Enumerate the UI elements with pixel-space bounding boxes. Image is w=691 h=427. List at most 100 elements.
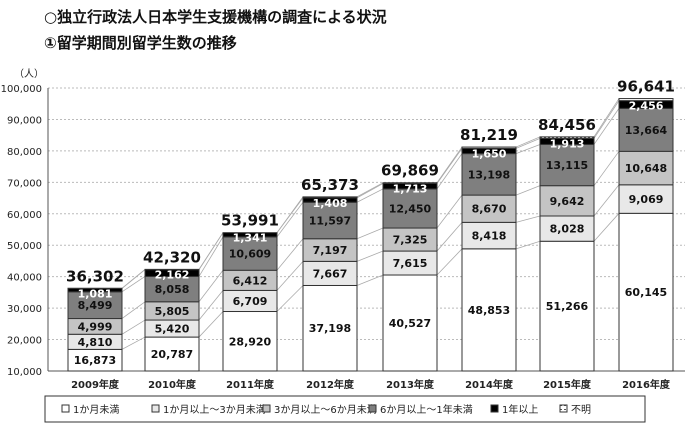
data-label: 2,456 <box>629 100 664 113</box>
connector-line <box>436 148 463 184</box>
x-tick-label: 2012年度 <box>306 378 355 391</box>
legend-swatch <box>559 404 568 413</box>
connector-line <box>356 227 384 240</box>
legend-label: 6か月以上～1年未満 <box>380 403 473 416</box>
data-label: 8,670 <box>472 203 507 216</box>
connector-line <box>276 202 304 238</box>
connector-line <box>198 290 224 321</box>
data-label: 10,609 <box>229 248 271 261</box>
bar-segment <box>302 196 358 199</box>
data-label: 60,145 <box>625 286 667 299</box>
legend-label: 3か月以上～6か月未満 <box>274 404 377 416</box>
x-tick-label: 2009年度 <box>71 378 120 391</box>
connector-line <box>356 250 384 262</box>
total-label: 53,991 <box>221 212 279 230</box>
bar-segment <box>618 98 674 102</box>
bar-2016年度: 60,145 9,069 10,648 13,664 2,456 96,641 2016年度 <box>617 78 675 391</box>
total-label: 65,373 <box>301 176 359 194</box>
bar-segment <box>222 311 278 372</box>
total-label: 84,456 <box>538 116 596 134</box>
bar-2011年度: 28,920 6,709 6,412 10,609 1,341 53,991 2011年度 <box>221 212 279 391</box>
connector-line <box>436 153 463 190</box>
data-label: 13,664 <box>625 124 668 137</box>
connector-line <box>276 261 304 291</box>
legend-label: 1か月未満 <box>73 404 119 416</box>
data-label: 5,420 <box>155 323 190 336</box>
data-label: 2,162 <box>155 269 190 282</box>
bar-segment <box>382 182 438 184</box>
legend-label: 1か月以上～3か月未満 <box>163 404 266 416</box>
bar-segment <box>618 184 674 214</box>
data-label: 7,667 <box>313 267 348 280</box>
data-label: 1,650 <box>472 147 507 160</box>
data-label: 1,341 <box>233 232 268 245</box>
connector-line <box>198 232 224 270</box>
connector-line <box>515 185 541 196</box>
data-label: 1,408 <box>313 197 348 210</box>
bar-segment <box>222 232 278 238</box>
data-label: 6,709 <box>233 295 268 308</box>
data-label: 13,115 <box>546 159 588 172</box>
bar-2015年度: 51,266 8,028 9,642 13,115 1,913 84,456 2015年度 <box>538 116 596 391</box>
y-tick-label: 60,000 <box>7 210 42 221</box>
legend-swatch <box>368 404 377 413</box>
bar-segment <box>222 236 278 271</box>
bar-segment <box>539 143 595 187</box>
data-label: 7,197 <box>313 244 348 257</box>
data-label: 48,853 <box>468 304 510 317</box>
data-label: 51,266 <box>546 300 589 313</box>
legend-swatch <box>151 404 160 413</box>
data-label: 9,069 <box>629 193 664 206</box>
total-label: 81,219 <box>460 126 518 144</box>
connector-line <box>356 274 384 286</box>
y-tick-label: 50,000 <box>7 241 42 252</box>
bar-2012年度: 37,198 7,667 7,197 11,597 1,408 65,373 2012年度 <box>301 176 359 391</box>
data-label: 11,597 <box>309 215 351 228</box>
data-label: 5,805 <box>155 305 190 318</box>
total-label: 69,869 <box>381 162 439 180</box>
connector-line <box>515 240 541 250</box>
connector-line <box>276 238 304 271</box>
bar-2013年度: 40,527 7,615 7,325 12,450 1,713 69,869 2013年度 <box>381 162 439 391</box>
data-label: 4,810 <box>78 336 113 349</box>
legend-swatch <box>490 404 499 413</box>
chart-title: ○独立行政法人日本学生支援機構の調査による状況 <box>44 8 387 26</box>
data-label: 8,058 <box>155 283 190 296</box>
connector-line <box>436 248 463 276</box>
chart-subtitle: ①留学期間別留学生数の推移 <box>44 34 237 52</box>
x-tick-label: 2010年度 <box>148 378 197 391</box>
data-label: 7,615 <box>393 257 428 270</box>
legend-label: 1年以上 <box>502 403 538 416</box>
data-label: 8,418 <box>472 230 507 243</box>
bar-segment <box>302 284 358 372</box>
bar-segment <box>382 188 438 229</box>
y-axis-label: （人） <box>14 68 44 80</box>
connector-line <box>198 236 224 277</box>
x-tick-label: 2015年度 <box>543 378 592 391</box>
bar-segment <box>382 274 438 372</box>
bar-2014年度: 48,853 8,418 8,670 13,198 1,650 81,219 2014年度 <box>460 126 518 391</box>
data-label: 16,873 <box>74 354 116 367</box>
connector-line <box>515 215 541 223</box>
bar-segment <box>618 150 674 186</box>
data-label: 8,028 <box>550 223 585 236</box>
connector-line <box>515 144 541 154</box>
legend-label: 不明 <box>571 404 591 416</box>
bar-segment <box>67 291 123 320</box>
data-label: 6,412 <box>233 274 268 287</box>
connector-line <box>593 213 620 242</box>
x-tick-label: 2014年度 <box>465 378 514 391</box>
connector-line <box>593 151 620 186</box>
y-tick-label: 70,000 <box>7 178 42 189</box>
connector-line <box>121 269 146 289</box>
connector-line <box>593 108 620 145</box>
data-label: 37,198 <box>309 322 351 335</box>
data-label: 1,713 <box>393 182 428 195</box>
connector-line <box>593 100 620 139</box>
data-label: 4,999 <box>78 320 113 333</box>
bar-segment <box>618 212 674 372</box>
y-tick-label: 20,000 <box>7 336 42 347</box>
connector-line <box>121 336 146 350</box>
x-tick-label: 2011年度 <box>226 378 275 391</box>
